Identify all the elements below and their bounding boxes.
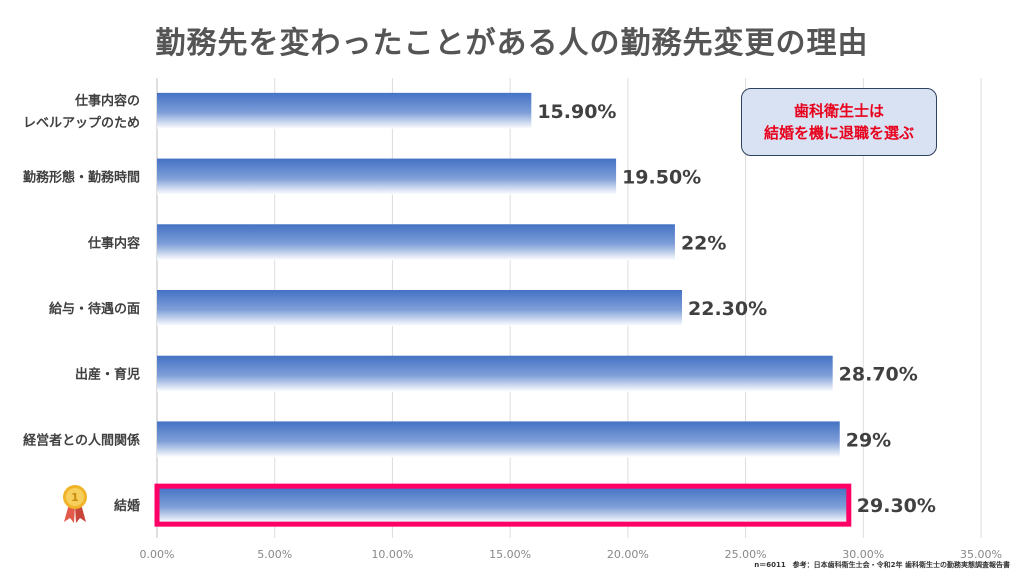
x-tick-label: 15.00% — [489, 548, 531, 561]
category-label: 仕事内容の — [74, 93, 140, 109]
data-label: 22.30% — [688, 298, 767, 320]
category-label: 出産・育児 — [75, 367, 140, 383]
bar — [157, 487, 847, 524]
x-tick-label: 10.00% — [371, 548, 413, 561]
bar — [157, 421, 840, 458]
bar — [157, 355, 833, 392]
highlight-frame — [154, 483, 852, 527]
bar — [157, 290, 683, 326]
x-tick-label: 30.00% — [842, 548, 884, 561]
callout-line1: 歯科衛生士は — [793, 102, 884, 120]
chart-title: 勤務先を変わったことがある人の勤務先変更の理由 — [155, 26, 869, 61]
bar — [157, 158, 617, 195]
category-label: レベルアップのため — [23, 116, 140, 131]
data-label: 19.50% — [622, 167, 701, 189]
x-tick-label: 5.00% — [257, 548, 292, 561]
callout-line2: 結婚を機に退職を選ぶ — [763, 124, 914, 142]
data-label: 29.30% — [857, 495, 936, 517]
category-label: 経営者との人間関係 — [23, 432, 140, 448]
x-tick-label: 25.00% — [725, 548, 767, 561]
data-label: 28.70% — [839, 364, 918, 386]
callout-box: 歯科衛生士は 結婚を機に退職を選ぶ — [741, 88, 937, 156]
data-label: 22% — [681, 232, 726, 254]
data-label: 29% — [846, 429, 891, 451]
category-label: 結婚 — [114, 498, 140, 514]
svg-text:1: 1 — [71, 491, 79, 504]
category-label: 給与・待遇の面 — [49, 301, 140, 317]
x-tick-label: 20.00% — [607, 548, 649, 561]
category-label: 仕事内容 — [87, 235, 140, 251]
data-label: 15.90% — [537, 101, 616, 123]
bar — [157, 92, 532, 129]
medal-icon: 1 — [63, 485, 87, 523]
x-tick-label: 0.00% — [140, 548, 175, 561]
x-tick-label: 35.00% — [960, 548, 1002, 561]
category-label: 勤務形態・勤務時間 — [23, 170, 140, 186]
source-note: n＝6011 参考：日本歯科衛生士会・令和2年 歯科衛生士の勤務実態調査報告書 — [754, 561, 1010, 569]
bar — [157, 224, 675, 261]
